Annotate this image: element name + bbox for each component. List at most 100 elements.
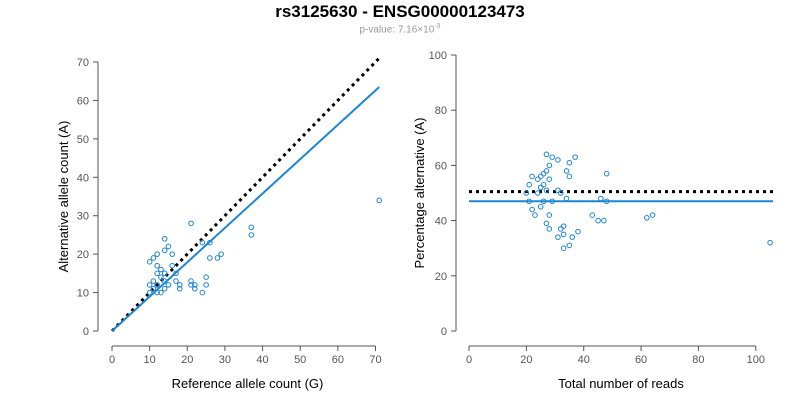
right-data-point [560,223,567,229]
left-data-point [169,262,176,269]
left-x-tick-label: 50 [294,354,306,366]
right-data-point [557,190,564,196]
right-data-point [546,162,553,169]
left-data-point [188,220,194,227]
left-data-point [188,278,194,284]
left-data-point [161,285,168,292]
right-data-point [540,198,547,205]
left-data-point [203,274,209,281]
left-data-point [173,278,179,284]
left-data-point [169,251,176,257]
right-data-point [644,215,650,221]
left-data-point [207,255,213,261]
right-y-tick-label: 60 [435,160,447,172]
right-x-tick-label: 40 [578,354,590,366]
left-data-point [376,197,383,204]
left-x-tick-label: 60 [332,354,344,366]
left-data-point [199,239,206,246]
left-data-point [161,278,168,284]
right-data-point [563,168,570,174]
left-data-point [165,282,172,288]
right-data-point [540,170,547,177]
right-data-point [543,168,550,174]
left-x-tick-label: 30 [219,354,231,366]
right-data-point [532,212,538,218]
left-y-tick-label: 30 [77,211,89,223]
left-data-point [158,266,164,273]
right-data-point [767,239,773,246]
right-x-tick-label: 0 [466,354,472,366]
right-y-tick-label: 80 [435,105,447,117]
chart-title: rs3125630 - ENSG00000123473 [275,2,525,21]
left-data-point [154,282,160,288]
right-data-point [526,198,533,205]
right-data-point [535,176,541,182]
left-data-point [192,285,198,292]
right-data-point [603,198,610,205]
right-data-point [537,204,544,210]
p-value-text: p-value: 7.16×10 [359,24,435,36]
right-data-point [598,195,604,202]
left-data-point [154,262,160,269]
right-data-point [563,195,570,202]
left-y-tick-label: 50 [77,134,89,146]
left-scatter-panel: 0 10 20 30 40 50 60 70 0 10 20 30 40 50 60 70 Reference … [56,57,383,391]
right-data-point [535,190,541,196]
right-data-point [543,151,550,158]
right-data-point [566,159,573,166]
left-y-tick-label: 70 [77,57,89,69]
right-y-tick-label: 40 [435,216,447,228]
left-fit-line [111,86,380,332]
left-data-point [150,255,157,261]
left-data-point [176,282,183,288]
right-x-tick-label: 100 [747,354,765,366]
right-x-tick-label: 60 [635,354,647,366]
left-data-point [146,289,153,296]
left-data-point [176,285,183,292]
left-data-point [192,282,198,288]
left-x-tick-label: 0 [109,354,115,366]
chart-subtitle: p-value: 7.16×10-3 [0,23,800,35]
right-data-point [555,187,561,194]
left-y-tick-label: 60 [77,95,89,107]
right-data-point [526,181,533,188]
right-data-point [560,231,567,238]
left-data-point [150,278,157,284]
right-data-point [537,184,544,191]
right-data-point [572,154,578,160]
left-x-tick-label: 40 [256,354,268,366]
right-y-axis-title: Percentage alternative (A) [412,117,427,268]
right-data-point [566,242,573,249]
right-data-point [589,212,596,218]
left-data-point [161,235,168,242]
left-x-tick-label: 70 [369,354,381,366]
left-y-tick-label: 20 [77,249,89,261]
left-x-tick-label: 20 [181,354,193,366]
p-value-exponent: -3 [434,23,441,30]
left-y-tick-label: 0 [83,326,89,338]
left-data-point [154,251,160,257]
left-expected-line [110,57,381,333]
left-data-point [173,270,179,277]
left-data-point [158,274,164,281]
right-data-point [546,212,553,218]
left-data-point [154,289,160,296]
right-y-tick-label: 20 [435,271,447,283]
right-data-point [560,245,567,251]
left-y-axis-title: Alternative allele count (A) [56,121,71,273]
right-data-point [540,181,547,188]
left-data-point [203,282,209,288]
right-data-point [546,226,553,232]
right-data-point [549,198,555,205]
left-data-point [146,282,153,288]
left-data-point [188,282,194,288]
left-data-point [218,251,224,257]
right-data-point [566,173,573,180]
right-x-axis-title: Total number of reads [558,376,684,391]
left-data-point [207,239,213,246]
left-data-point [154,270,160,277]
right-scatter-panel: 0 20 40 60 80 100 0 20 40 60 80 100 Total number of … [412,50,773,391]
right-data-point [555,234,561,240]
right-y-tick-label: 100 [429,50,447,62]
